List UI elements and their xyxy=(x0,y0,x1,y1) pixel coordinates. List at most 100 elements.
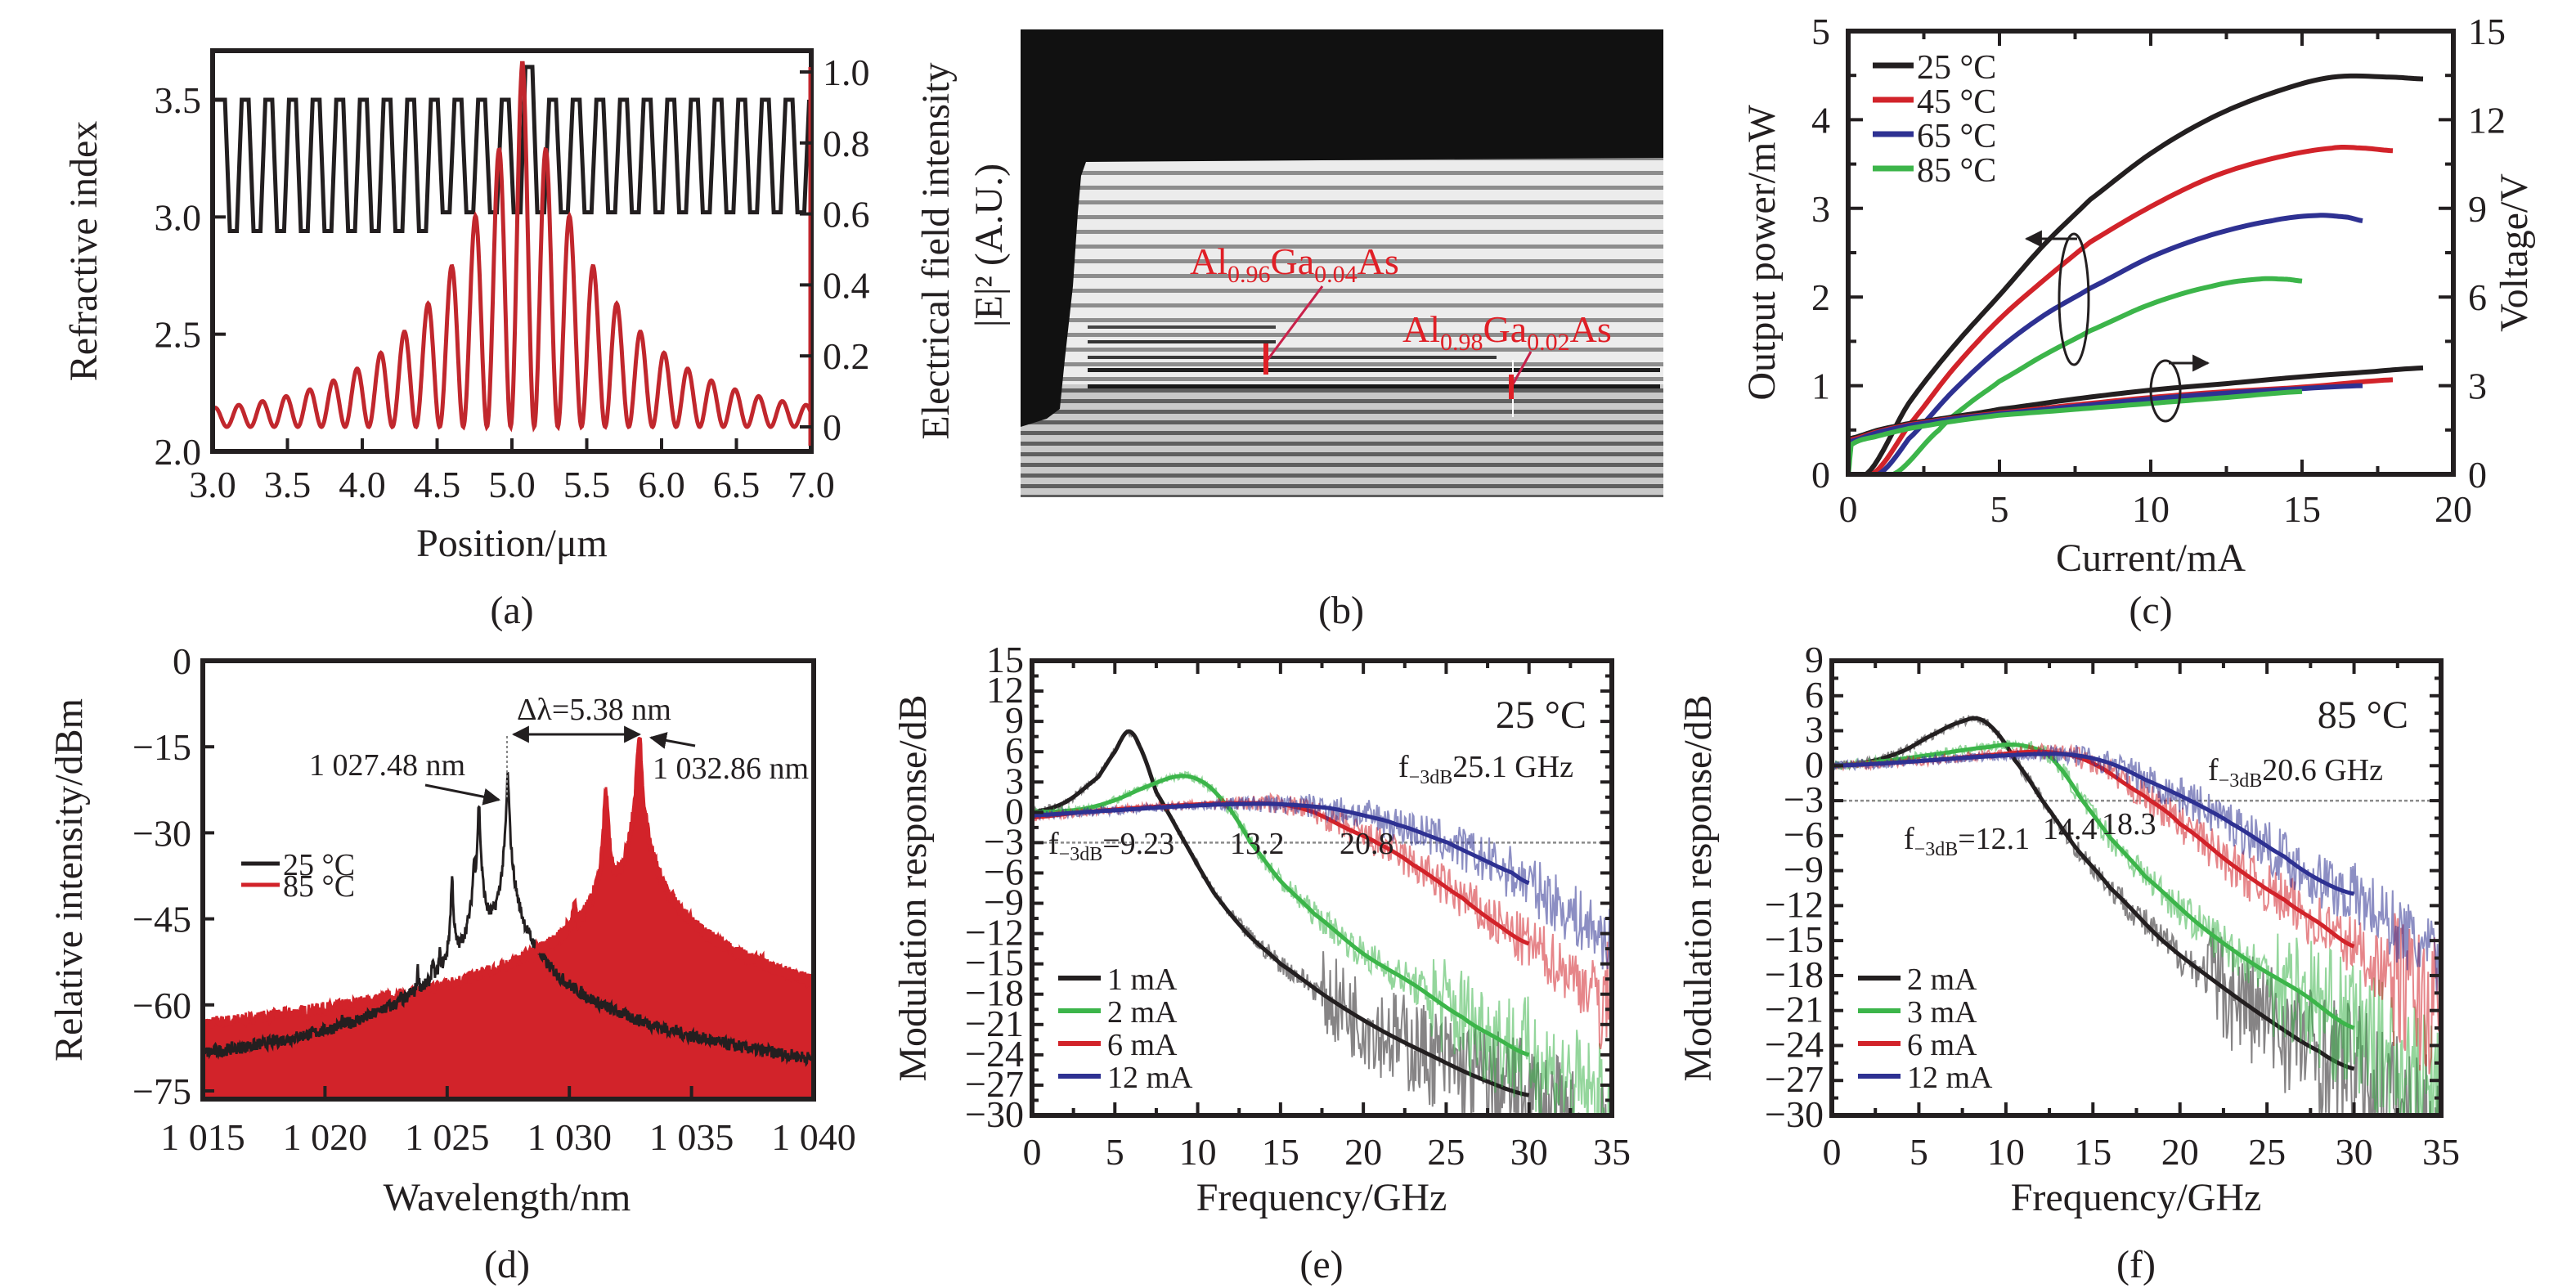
legend-label: 3 mA xyxy=(1907,995,1977,1030)
x-tick-label: 5.5 xyxy=(563,464,611,505)
x-tick-label: 7.0 xyxy=(788,464,835,505)
y-tick-label: 3.0 xyxy=(155,196,202,238)
fit-line-12-mA xyxy=(1832,752,2355,896)
y-tick-label: −18 xyxy=(965,972,1024,1014)
y-tick-label: −15 xyxy=(132,726,191,768)
y-axis-title: Modulation response/dB xyxy=(1676,694,1720,1081)
series-45-c-power xyxy=(1870,145,2394,474)
y2-tick-label: 0 xyxy=(2468,454,2487,496)
y-tick-label: 4 xyxy=(1811,99,1830,141)
fit-line-6-mA xyxy=(1032,801,1530,946)
x-tick-label: 15 xyxy=(2283,488,2321,530)
y-tick-label: 0 xyxy=(1805,743,1824,785)
svg-text:f−3dB25.1 GHz: f−3dB25.1 GHz xyxy=(1398,750,1573,788)
series-25c xyxy=(203,772,814,1067)
y-tick-label: 6 xyxy=(1805,674,1824,716)
series-85c-peaks xyxy=(518,737,814,989)
y-tick-label: 1 xyxy=(1811,366,1830,407)
y-tick-label: 2.0 xyxy=(155,431,202,473)
y-tick-label: −75 xyxy=(132,1070,191,1112)
x-tick-label: 1 040 xyxy=(771,1116,856,1158)
x-tick-label: 0 xyxy=(1823,1131,1842,1173)
x-tick-label: 4.0 xyxy=(339,464,386,505)
y2-tick-label: 12 xyxy=(2468,99,2506,141)
y-tick-label: −12 xyxy=(1765,883,1824,925)
annotation-delta-lambda: Δλ=5.38 nm xyxy=(517,693,671,727)
panel-label-f: (f) xyxy=(2116,1243,2156,1286)
x-tick-label: 25 xyxy=(1427,1131,1465,1173)
series-85-c-power xyxy=(1892,276,2304,474)
x-tick-label: 35 xyxy=(2422,1131,2460,1173)
y-axis-title: Relative intensity/dBm xyxy=(47,698,91,1061)
svg-text:14.4: 14.4 xyxy=(2043,812,2098,846)
series-25-c-power xyxy=(1865,73,2424,474)
x-tick-label: 0 xyxy=(1839,488,1858,530)
svg-text:Al0.98Ga0.02As: Al0.98Ga0.02As xyxy=(1402,308,1612,356)
svg-text:f−3dB20.6 GHz: f−3dB20.6 GHz xyxy=(2208,753,2383,792)
y2-axis-title-a-line1: Electrical field intensity xyxy=(914,62,958,439)
x-tick-label: 3.0 xyxy=(189,464,236,505)
x-tick-label: 35 xyxy=(1593,1131,1631,1173)
series-65-c-power xyxy=(1877,213,2364,474)
panel-label-b: (b) xyxy=(1318,589,1364,632)
y2-tick-label: 9 xyxy=(2468,188,2487,230)
y-tick-label: −15 xyxy=(1765,918,1824,960)
y2-tick-label: 0.8 xyxy=(823,123,870,164)
y-tick-label: −21 xyxy=(965,1003,1024,1044)
y-tick-label: 9 xyxy=(1805,639,1824,680)
x-tick-label: 6.0 xyxy=(638,464,685,505)
y-tick-label: 15 xyxy=(986,639,1024,680)
y2-tick-label: 0.4 xyxy=(823,264,870,306)
field-intensity-line xyxy=(213,61,811,433)
legend-label: 6 mA xyxy=(1107,1028,1178,1062)
x-tick-label: 10 xyxy=(1987,1131,2025,1173)
x-axis-title: Frequency/GHz xyxy=(1196,1176,1447,1219)
y-tick-label: −15 xyxy=(965,942,1024,984)
legend-label: 65 °C xyxy=(1917,118,1996,155)
y-tick-label: 2 xyxy=(1811,276,1830,318)
legend-label: 6 mA xyxy=(1907,1028,1977,1062)
svg-text:20.8: 20.8 xyxy=(1340,827,1394,861)
peak-annotations: 1 027.48 nm Δλ=5.38 nm 1 032.86 nm xyxy=(309,693,809,806)
x-tick-label: 3.5 xyxy=(264,464,312,505)
y-tick-label: −30 xyxy=(965,1093,1024,1135)
y-tick-label: −45 xyxy=(132,899,191,940)
f3db-annotations: f−3dB=12.1 14.4 18.3 f−3dB20.6 GHz xyxy=(1904,753,2383,860)
x-tick-label: 10 xyxy=(1179,1131,1217,1173)
svg-text:Al0.96Ga0.04As: Al0.96Ga0.04As xyxy=(1190,240,1399,288)
y-axis-title: Refractive index xyxy=(62,121,105,382)
y-tick-label: −27 xyxy=(1765,1058,1824,1100)
y-tick-label: −30 xyxy=(132,812,191,854)
x-axis-title: Current/mA xyxy=(2056,536,2246,580)
legend-label: 85 °C xyxy=(283,869,355,904)
y2-axis-title: Voltage/V xyxy=(2493,173,2536,332)
x-tick-label: 5 xyxy=(1910,1131,1928,1173)
legend-label: 25 °C xyxy=(1917,49,1996,87)
legend-label: 25 °C xyxy=(283,848,355,882)
annotation-peak-85c: 1 032.86 nm xyxy=(653,752,809,786)
x-tick-label: 1 015 xyxy=(160,1116,245,1158)
y-tick-label: 12 xyxy=(986,669,1024,711)
y2-tick-label: 0.2 xyxy=(823,335,870,377)
axes-frame xyxy=(200,658,816,1102)
y-axis-title: Modulation response/dB xyxy=(891,694,935,1081)
power-group-marker xyxy=(2024,230,2090,366)
y-tick-label: −27 xyxy=(965,1063,1024,1105)
x-tick-label: 1 035 xyxy=(649,1116,734,1158)
panel-d-spectrum-plot: 1 015 1 020 1 025 1 030 1 035 1 040 0 −15 −30 −45… xyxy=(47,640,856,1286)
y-tick-label: −3 xyxy=(984,820,1024,862)
legend: 25 °C85 °C xyxy=(241,848,355,904)
y2-tick-label: 0.6 xyxy=(823,194,870,236)
x-tick-label: 20 xyxy=(2435,488,2472,530)
y-tick-label: 3 xyxy=(1805,709,1824,751)
x-tick-label: 4.5 xyxy=(414,464,461,505)
x-tick-label: 15 xyxy=(1262,1131,1299,1173)
y-tick-label: −9 xyxy=(1784,849,1824,891)
x-axis-title: Wavelength/nm xyxy=(384,1176,631,1219)
y-tick-label: −30 xyxy=(1765,1093,1824,1135)
legend-label: 12 mA xyxy=(1107,1061,1193,1095)
x-tick-label: 20 xyxy=(2161,1131,2199,1173)
